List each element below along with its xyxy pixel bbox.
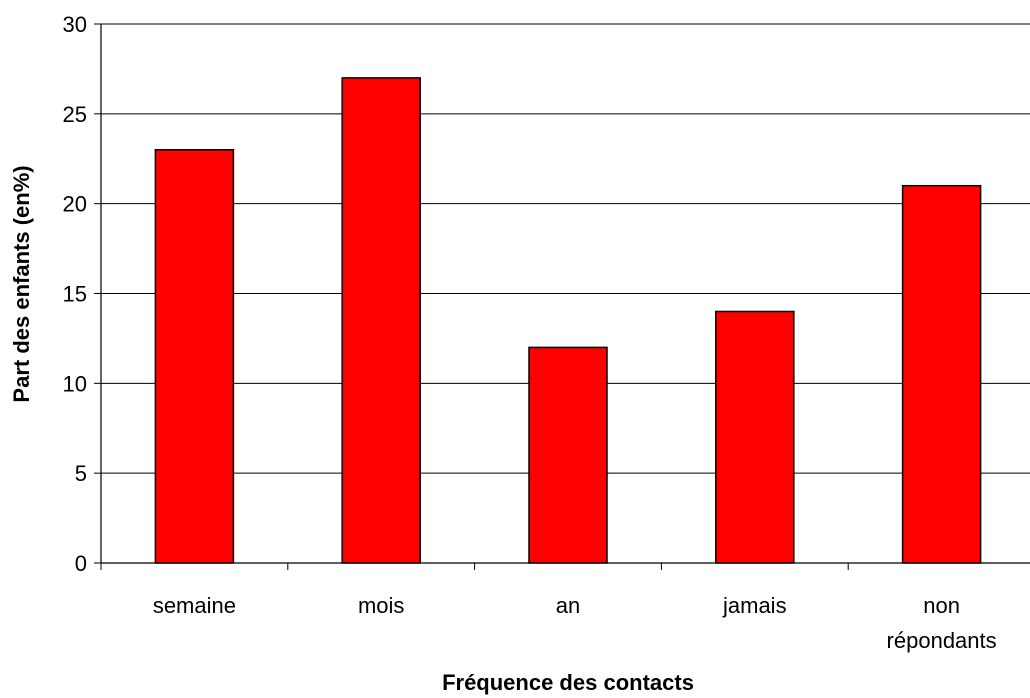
- y-tick-label-0: 0: [75, 551, 87, 576]
- x-tick-label-an: an: [556, 593, 580, 618]
- x-tick-label-mois: mois: [358, 593, 404, 618]
- bars: [154, 77, 982, 564]
- bar-non-répondants: [901, 184, 982, 564]
- y-tick-label-30: 30: [63, 12, 87, 37]
- y-axis-title: Part des enfants (en%): [9, 165, 34, 402]
- y-tick-label-10: 10: [63, 371, 87, 396]
- bar-semaine: [154, 149, 235, 564]
- tick-labels: 0 5 10 15 20 25 30 semaine mois an jamais non répond…: [63, 12, 997, 653]
- x-axis-title: Fréquence des contacts: [442, 670, 694, 695]
- axes: [94, 23, 1030, 570]
- y-tick-label-15: 15: [63, 282, 87, 307]
- bar-mois: [341, 77, 421, 564]
- bar-jamais: [715, 310, 795, 564]
- gridlines: [101, 23, 1030, 474]
- x-tick-label-semaine: semaine: [153, 593, 236, 618]
- bar-an: [528, 346, 608, 564]
- x-tick-label-non-répondants: non répondants: [887, 593, 997, 653]
- y-tick-label-20: 20: [63, 192, 87, 217]
- x-tick-label-jamais: jamais: [722, 593, 787, 618]
- y-tick-label-25: 25: [63, 102, 87, 127]
- y-tick-label-5: 5: [75, 461, 87, 486]
